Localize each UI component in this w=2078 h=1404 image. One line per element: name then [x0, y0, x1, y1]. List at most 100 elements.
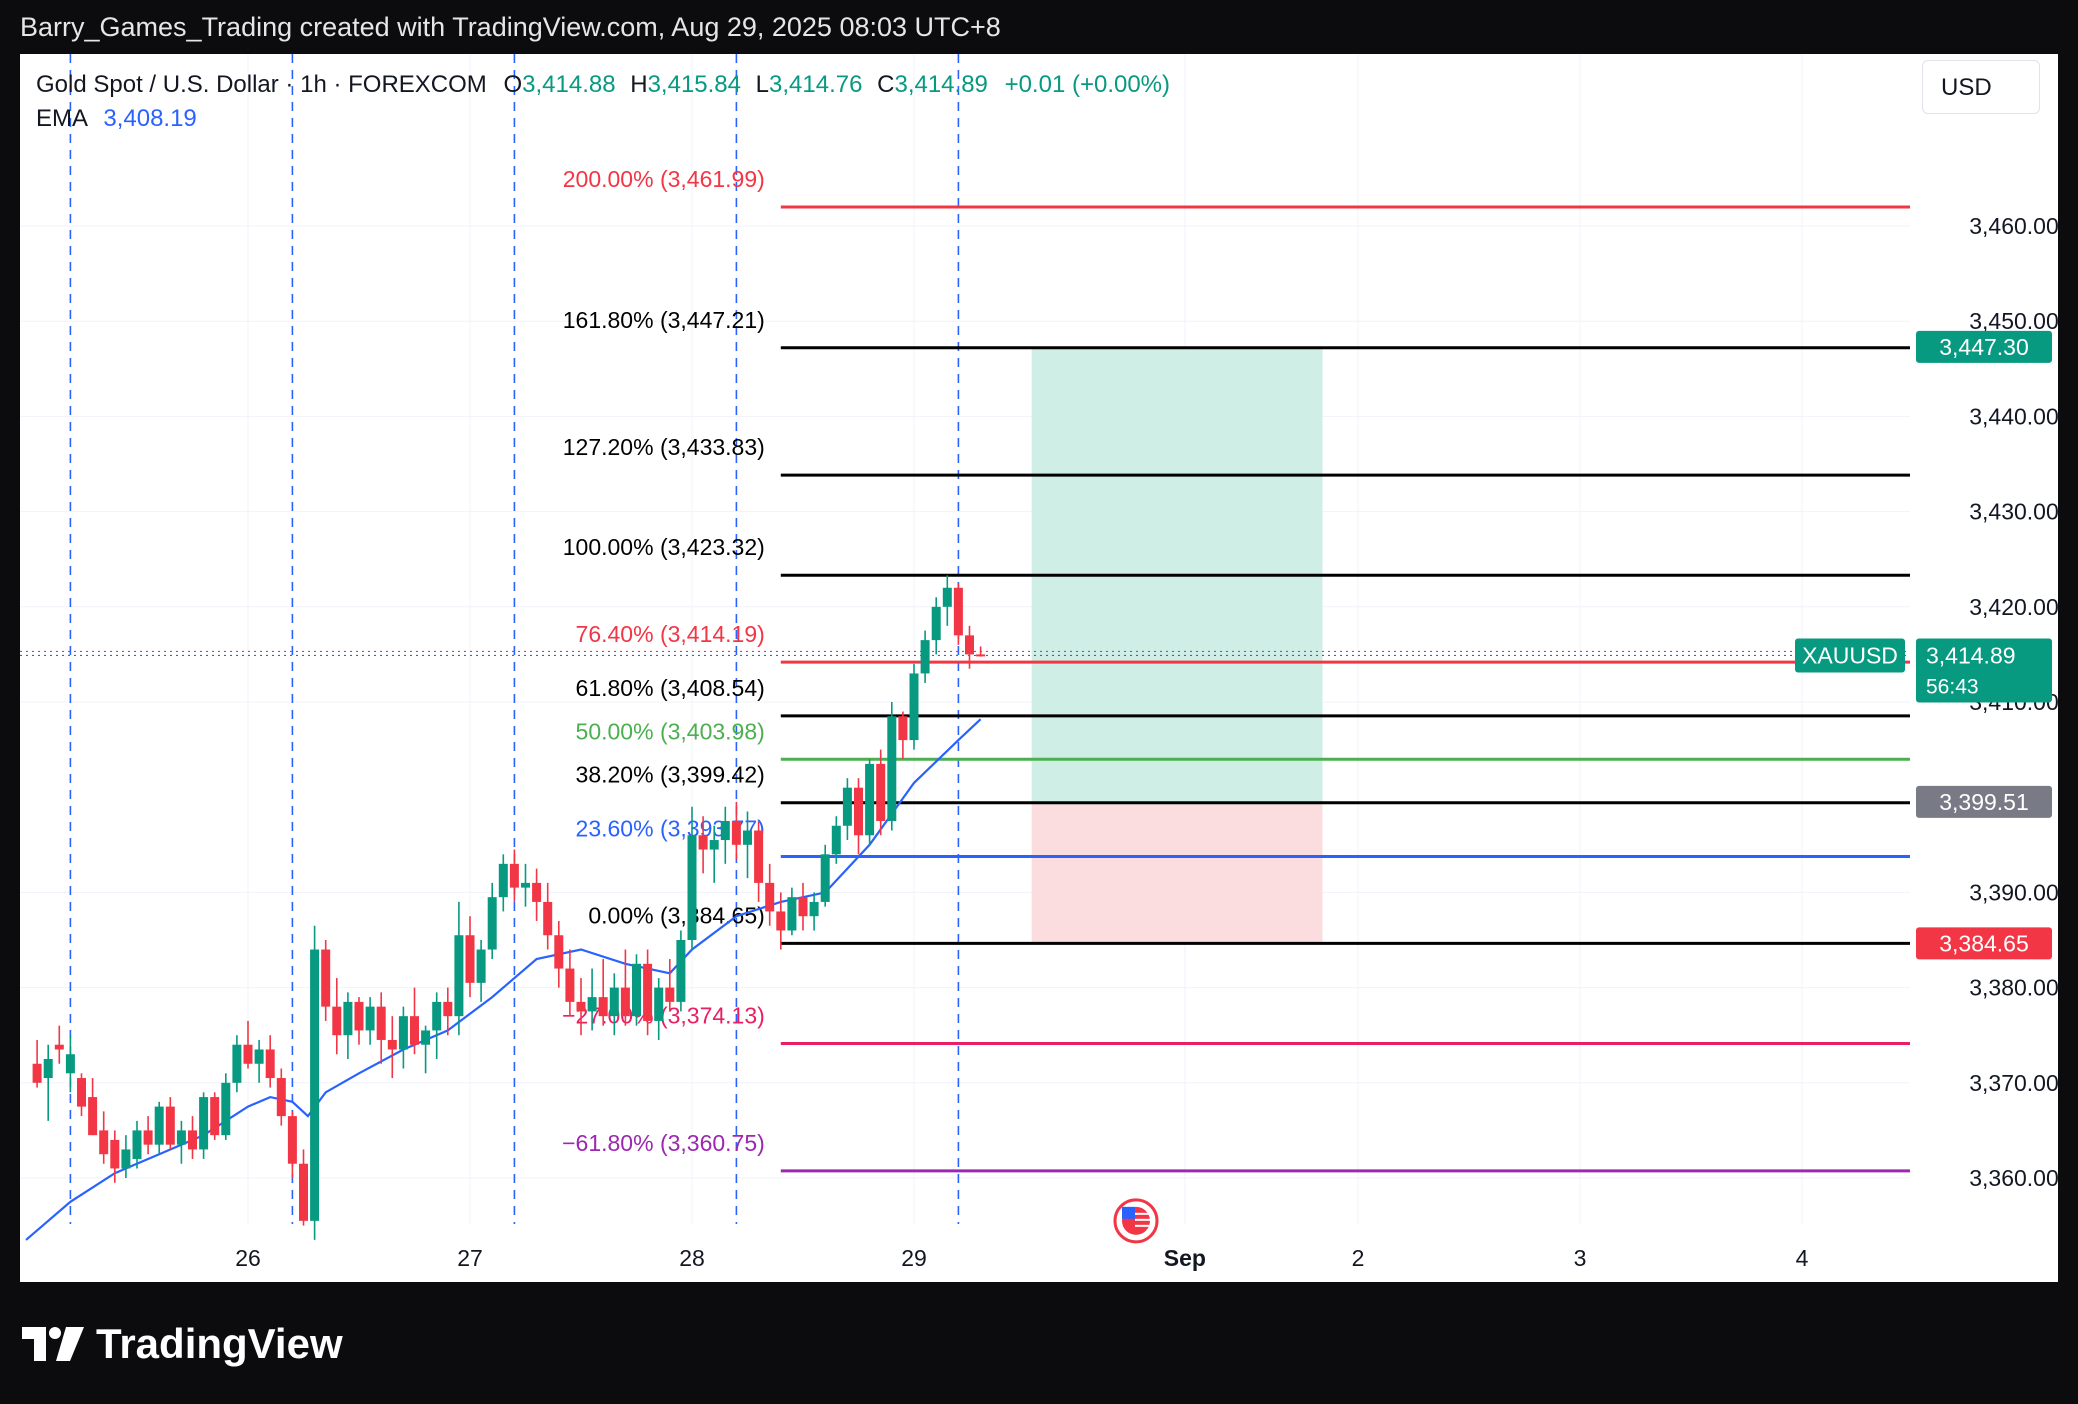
- candle-body[interactable]: [876, 763, 886, 821]
- candle-body[interactable]: [454, 935, 464, 1017]
- candle-body[interactable]: [909, 673, 919, 741]
- candle-body[interactable]: [88, 1097, 98, 1136]
- candle-body[interactable]: [842, 787, 852, 826]
- ema-line[interactable]: [25, 718, 982, 1241]
- candle-body[interactable]: [143, 1130, 153, 1145]
- symbol-title[interactable]: Gold Spot / U.S. Dollar · 1h · FOREXCOM: [36, 71, 487, 98]
- candle-body[interactable]: [354, 1001, 364, 1031]
- candle-body[interactable]: [65, 1054, 75, 1074]
- price-axis-label: 3,440.00: [1969, 403, 2058, 429]
- candle-body[interactable]: [687, 835, 697, 940]
- candle-body[interactable]: [831, 825, 841, 855]
- position-stop-zone[interactable]: [1031, 801, 1323, 944]
- candle-body[interactable]: [743, 830, 752, 845]
- candle-body[interactable]: [787, 897, 797, 931]
- candle-body[interactable]: [498, 863, 508, 898]
- candle-body[interactable]: [465, 935, 475, 983]
- candle-body[interactable]: [765, 882, 775, 912]
- candle-body[interactable]: [376, 1006, 386, 1040]
- candle-body[interactable]: [509, 863, 519, 888]
- currency-label: USD: [1941, 74, 1992, 101]
- candle-body[interactable]: [798, 897, 808, 917]
- ema-label[interactable]: EMA: [36, 105, 87, 132]
- candle-body[interactable]: [165, 1106, 175, 1145]
- candle-body[interactable]: [720, 821, 730, 841]
- close-value: 3,414.89: [894, 71, 988, 98]
- candle-body[interactable]: [942, 587, 952, 607]
- candle-body[interactable]: [521, 882, 530, 888]
- candle-body[interactable]: [676, 940, 686, 1002]
- candle-body[interactable]: [565, 968, 575, 1002]
- candle-body[interactable]: [176, 1130, 186, 1145]
- candle-body[interactable]: [99, 1130, 109, 1155]
- candle-body[interactable]: [243, 1044, 253, 1064]
- candle-body[interactable]: [43, 1059, 53, 1079]
- candle-body[interactable]: [443, 1001, 453, 1017]
- candle-body[interactable]: [321, 949, 331, 1007]
- candle-body[interactable]: [976, 654, 986, 657]
- candle-body[interactable]: [32, 1063, 42, 1083]
- candle-body[interactable]: [188, 1130, 197, 1150]
- candle-body[interactable]: [199, 1097, 209, 1150]
- candle-body[interactable]: [965, 635, 974, 655]
- candle-body[interactable]: [154, 1106, 164, 1145]
- candle-body[interactable]: [310, 949, 320, 1221]
- candle-body[interactable]: [232, 1044, 242, 1083]
- fib-level-label: 127.20% (3,433.83): [563, 434, 765, 460]
- candle-body[interactable]: [299, 1163, 308, 1221]
- candle-body[interactable]: [754, 830, 764, 883]
- candle-body[interactable]: [77, 1078, 86, 1107]
- price-axis-label: 3,460.00: [1969, 213, 2058, 239]
- current-price-badge: [1916, 638, 2052, 703]
- candle-body[interactable]: [643, 963, 653, 1021]
- candle-body[interactable]: [432, 1001, 442, 1031]
- price-chart[interactable]: 200.00% (3,461.99) 161.80% (3,447.21) 127.…: [20, 54, 2058, 1282]
- candle-body[interactable]: [698, 835, 708, 850]
- candle-body[interactable]: [343, 1001, 353, 1036]
- chart-pane[interactable]: 200.00% (3,461.99) 161.80% (3,447.21) 127.…: [20, 54, 2058, 1282]
- candle-body[interactable]: [132, 1130, 142, 1159]
- candle-body[interactable]: [620, 987, 630, 1017]
- candle-body[interactable]: [210, 1097, 220, 1136]
- candle-body[interactable]: [709, 840, 719, 850]
- candle-body[interactable]: [665, 987, 675, 1002]
- candle-body[interactable]: [421, 1030, 431, 1045]
- candle-body[interactable]: [920, 640, 930, 674]
- candle-body[interactable]: [410, 1016, 419, 1045]
- candle-body[interactable]: [54, 1044, 64, 1050]
- candle-body[interactable]: [532, 882, 542, 902]
- candle-body[interactable]: [221, 1082, 231, 1136]
- candle-body[interactable]: [776, 911, 786, 931]
- candle-body[interactable]: [865, 763, 875, 836]
- candle-body[interactable]: [287, 1116, 297, 1164]
- candle-body[interactable]: [554, 935, 564, 969]
- candle-body[interactable]: [543, 901, 553, 936]
- candle-body[interactable]: [598, 997, 608, 1017]
- candle-body[interactable]: [898, 716, 908, 741]
- candle-body[interactable]: [931, 606, 941, 641]
- candle-body[interactable]: [576, 1001, 586, 1012]
- candle-body[interactable]: [820, 854, 830, 902]
- candle-body[interactable]: [809, 901, 819, 917]
- candle-body[interactable]: [654, 987, 664, 1021]
- candle-body[interactable]: [887, 716, 897, 821]
- tradingview-logo: TradingView: [22, 1316, 343, 1372]
- candle-body[interactable]: [265, 1049, 275, 1079]
- candle-body[interactable]: [632, 963, 641, 1017]
- candle-body[interactable]: [487, 897, 497, 950]
- currency-button[interactable]: USD: [1922, 60, 2040, 114]
- candle-body[interactable]: [276, 1078, 286, 1117]
- candle-body[interactable]: [476, 949, 486, 983]
- candle-body[interactable]: [587, 997, 597, 1012]
- candle-body[interactable]: [609, 987, 619, 1017]
- candle-body[interactable]: [332, 1006, 342, 1036]
- candle-body[interactable]: [398, 1016, 408, 1050]
- candle-body[interactable]: [365, 1006, 375, 1031]
- candle-body[interactable]: [387, 1039, 397, 1050]
- candle-body[interactable]: [121, 1149, 131, 1169]
- candle-body[interactable]: [953, 587, 963, 636]
- candle-body[interactable]: [854, 787, 863, 836]
- candle-body[interactable]: [731, 821, 741, 845]
- candle-body[interactable]: [110, 1139, 120, 1169]
- candle-body[interactable]: [254, 1049, 264, 1064]
